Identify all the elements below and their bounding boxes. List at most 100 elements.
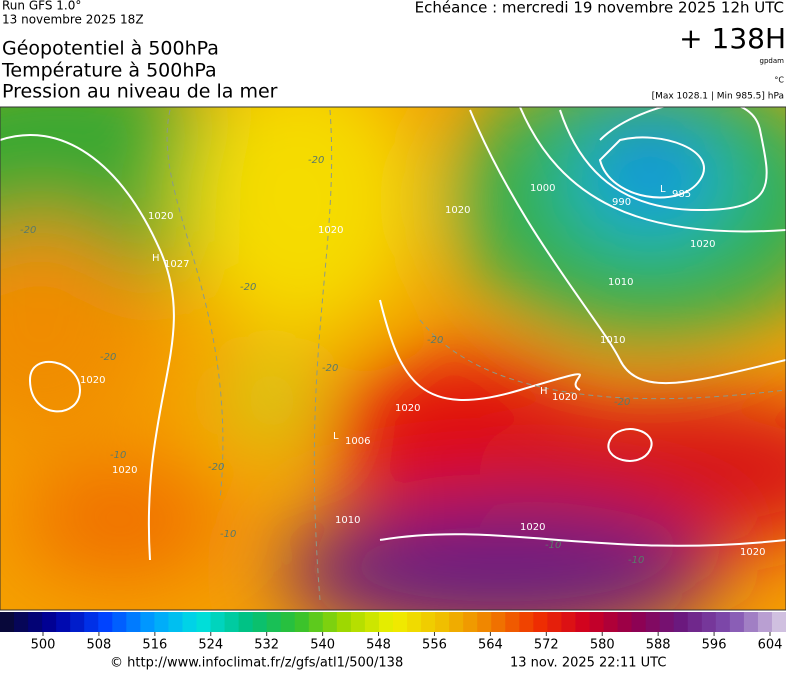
isobar-label: 1020 — [445, 205, 470, 216]
temperature-label: -20 — [240, 282, 256, 293]
isobar-label: 990 — [612, 197, 631, 208]
colorbar-swatch — [463, 612, 478, 632]
forecast-time: Echéance : mercredi 19 novembre 2025 12h… — [415, 0, 784, 17]
isobar-label: 1020 — [395, 403, 420, 414]
colorbar-label: 564 — [478, 638, 503, 653]
colorbar-label: 548 — [366, 638, 391, 653]
colorbar-label: 588 — [646, 638, 671, 653]
colorbar-swatch — [322, 612, 338, 632]
colorbar-swatch — [84, 612, 99, 632]
colorbar-swatch — [294, 612, 310, 632]
colorbar-swatch — [729, 612, 745, 632]
field-shading — [0, 107, 786, 610]
colorbar-swatch — [561, 612, 576, 632]
colorbar-swatch — [393, 612, 408, 632]
temperature-label: -10 — [220, 529, 236, 540]
colorbar-swatch — [350, 612, 366, 632]
colorbar-swatch — [435, 612, 450, 632]
colorbar-label: 556 — [422, 638, 447, 653]
unit-gpdam: gpdam — [760, 57, 785, 65]
temperature-label: -10 — [628, 555, 644, 566]
isobar-label: 1010 — [600, 335, 625, 346]
colorbar-swatch — [575, 612, 590, 632]
colorbar-swatch — [308, 612, 324, 632]
colorbar-swatch — [771, 612, 786, 632]
colorbar-swatch — [687, 612, 703, 632]
temperature-label: -20 — [427, 335, 443, 346]
colorbar-label: 500 — [31, 638, 56, 653]
temperature-label: -20 — [308, 155, 324, 166]
colorbar-swatch — [407, 612, 422, 632]
colorbar-swatch — [168, 612, 183, 632]
footer-timestamp: 13 nov. 2025 22:11 UTC — [510, 656, 666, 671]
temperature-label: -20 — [20, 225, 36, 236]
temperature-label: -20 — [100, 352, 116, 363]
colorbar-label: 524 — [198, 638, 223, 653]
colorbar-swatch — [743, 612, 759, 632]
colorbar-swatch — [336, 612, 352, 632]
colorbar-swatch — [659, 612, 675, 632]
colorbar-label: 580 — [590, 638, 615, 653]
colorbar-swatch — [491, 612, 506, 632]
colorbar-swatch — [70, 612, 85, 632]
map-frame — [0, 106, 786, 611]
isobar-label: 1020 — [520, 522, 545, 533]
colorbar-swatch — [28, 612, 43, 632]
colorbar-swatch — [126, 612, 141, 632]
colorbar-label: 572 — [534, 638, 559, 653]
pressure-center-type: H — [540, 386, 548, 397]
isobar-label: 1020 — [690, 239, 715, 250]
map: L 985 H 1027 H 1020 L 1006 1020 1000 990… — [0, 107, 786, 610]
colorbar-swatch — [42, 612, 57, 632]
colorbar-swatch — [378, 612, 394, 632]
colorbar-swatch — [14, 612, 29, 632]
colorbar-swatch — [224, 612, 240, 632]
colorbar: 500 508 516 524 532 540 548 556 564 572 580 588 596 6… — [0, 612, 786, 653]
colorbar-swatch — [673, 612, 689, 632]
colorbar-swatch — [547, 612, 562, 632]
lead-time: + 138H — [679, 22, 786, 55]
pressure-center-type: L — [333, 431, 339, 442]
isobar-label: 1020 — [318, 225, 343, 236]
temperature-label: -10 — [110, 450, 126, 461]
colorbar-swatch — [449, 612, 464, 632]
title-line: Pression au niveau de la mer — [2, 81, 278, 103]
colorbar-swatch — [477, 612, 492, 632]
isobar-label: 1010 — [608, 277, 633, 288]
colorbar-swatch — [533, 612, 548, 632]
colorbar-swatch — [196, 612, 212, 632]
colorbar-label: 532 — [254, 638, 279, 653]
colorbar-swatch — [154, 612, 169, 632]
colorbar-swatch — [252, 612, 268, 632]
colorbar-swatch — [757, 612, 773, 632]
colorbar-label: 540 — [310, 638, 335, 653]
colorbar-swatch — [56, 612, 71, 632]
colorbar-swatch — [364, 612, 380, 632]
colorbar-swatch — [112, 612, 127, 632]
run-label: Run GFS 1.0° — [2, 0, 81, 13]
pressure-range: [Max 1028.1 | Min 985.5] hPa — [652, 92, 784, 102]
temperature-label: -10 — [545, 540, 561, 551]
colorbar-label: 508 — [87, 638, 112, 653]
temperature-label: -20 — [322, 363, 338, 374]
pressure-center-value: 985 — [672, 189, 691, 200]
title-line: Température à 500hPa — [1, 60, 217, 82]
colorbar-label: 596 — [702, 638, 727, 653]
colorbar-swatch — [210, 612, 226, 632]
isobar-label: 1020 — [148, 211, 173, 222]
title-line: Géopotentiel à 500hPa — [2, 38, 219, 60]
colorbar-swatch — [140, 612, 155, 632]
footer-url: © http://www.infoclimat.fr/z/gfs/atl1/50… — [110, 656, 403, 671]
colorbar-swatch — [715, 612, 731, 632]
temperature-label: -20 — [614, 397, 630, 408]
pressure-center-type: H — [152, 253, 160, 264]
colorbar-swatch — [0, 612, 15, 632]
colorbar-swatch — [589, 612, 605, 632]
colorbar-swatch — [519, 612, 534, 632]
pressure-center-type: L — [660, 184, 666, 195]
pressure-center-value: 1006 — [345, 436, 370, 447]
colorbar-label: 604 — [758, 638, 783, 653]
colorbar-swatch — [182, 612, 197, 632]
pressure-center-value: 1027 — [164, 259, 189, 270]
colorbar-swatch — [617, 612, 633, 632]
